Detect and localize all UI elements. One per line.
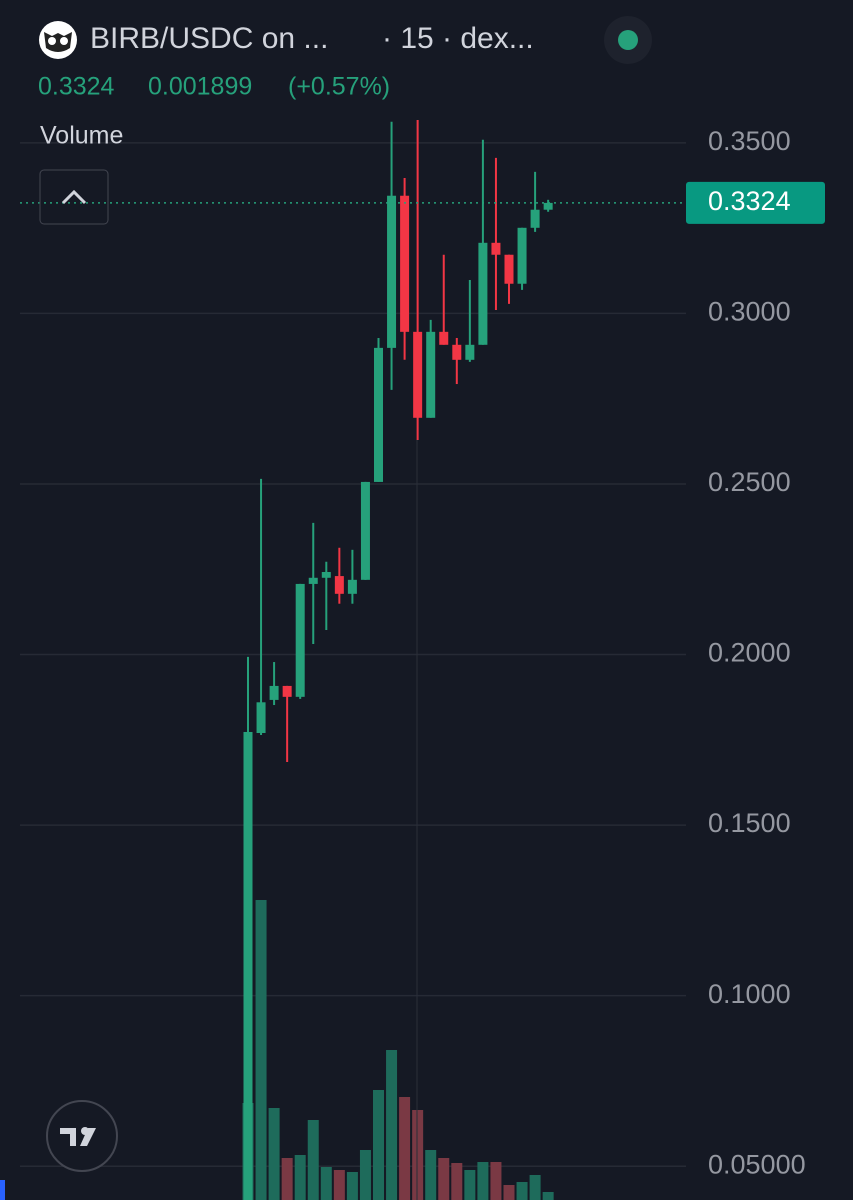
- y-tick-label: 0.1000: [708, 979, 791, 1009]
- y-tick-label: 0.3000: [708, 297, 791, 327]
- volume-bar: [438, 1158, 450, 1200]
- last-price-tag: [686, 181, 825, 224]
- volume-bar: [346, 1172, 358, 1200]
- volume-bar: [399, 1097, 411, 1200]
- tradingview-logo[interactable]: [46, 1100, 118, 1172]
- volume-bar: [307, 1120, 319, 1200]
- price-change: 0.001899: [148, 73, 252, 101]
- volume-bar: [464, 1170, 476, 1200]
- candle-body: [465, 344, 475, 360]
- y-tick-label: 0.2500: [708, 467, 791, 497]
- candle-body: [517, 227, 527, 284]
- candle-body: [334, 576, 344, 594]
- candle-body: [387, 195, 397, 348]
- volume-bar: [255, 900, 267, 1200]
- logo-eye: [60, 37, 68, 45]
- volume-bar: [542, 1192, 554, 1200]
- candle-body: [321, 571, 331, 578]
- volume-bar: [529, 1175, 541, 1200]
- volume-bar: [425, 1150, 437, 1200]
- candle-body: [452, 344, 462, 360]
- candle-body: [478, 242, 488, 345]
- overlay: 0.3500 0.3000 0.2500 0.2000 0.1500 0.1000 0.05…: [20, 126, 825, 1179]
- volume-bar: [359, 1150, 371, 1200]
- candle-body: [374, 347, 383, 482]
- candle-body: [256, 702, 266, 734]
- candle-body: [426, 331, 436, 418]
- grid: [20, 142, 686, 1167]
- volume-bar: [516, 1182, 528, 1200]
- y-tick-label: 0.3500: [708, 126, 791, 156]
- volume-bar: [320, 1167, 332, 1200]
- candle-body: [269, 685, 279, 700]
- candle-body: [400, 195, 410, 332]
- volume-bar: [503, 1185, 515, 1200]
- volume-bar: [281, 1158, 293, 1200]
- candle-body: [491, 242, 501, 255]
- candle-body: [543, 202, 553, 210]
- symbol-title: BIRB/USDC on ...: [90, 22, 328, 55]
- volume-bar: [386, 1050, 398, 1200]
- symbol-subtitle: · 15 · dex...: [382, 22, 534, 55]
- volume-bar: [490, 1162, 502, 1200]
- edge-indicator: [0, 1180, 5, 1200]
- tv-dot: [81, 1127, 89, 1135]
- volume-bar: [477, 1162, 489, 1200]
- candle-body: [504, 254, 514, 284]
- status-dot: [618, 30, 638, 50]
- price-change-percent: (+0.57%): [288, 73, 390, 101]
- candle-body: [295, 583, 305, 697]
- volume-bar: [451, 1163, 463, 1200]
- candle-body: [413, 331, 423, 418]
- volume-bar: [268, 1108, 280, 1200]
- volume-bar: [373, 1090, 384, 1200]
- volume-label: Volume: [40, 122, 123, 150]
- y-tick-label: 0.05000: [708, 1149, 806, 1179]
- chevron-up: [61, 189, 87, 205]
- candle-body: [282, 685, 292, 697]
- candle-body: [347, 579, 357, 594]
- logo-eye: [48, 37, 56, 45]
- candle-body: [308, 577, 318, 584]
- candle-body: [439, 331, 449, 345]
- candle-body: [360, 481, 370, 580]
- volume-layer: [242, 900, 554, 1200]
- candle-body: [530, 209, 540, 228]
- volume-bar: [333, 1170, 345, 1200]
- volume-bar: [294, 1155, 306, 1200]
- candle-layer: [243, 120, 553, 1200]
- logo-owl: [44, 32, 72, 52]
- y-tick-label: 0.2000: [708, 638, 791, 668]
- y-tick-label: 0.1500: [708, 808, 791, 838]
- volume-bar: [412, 1110, 424, 1200]
- last-price-label: 0.3324: [708, 186, 791, 216]
- collapse-button[interactable]: [39, 169, 109, 225]
- last-price: 0.3324: [38, 73, 115, 101]
- candle-body: [243, 731, 253, 1200]
